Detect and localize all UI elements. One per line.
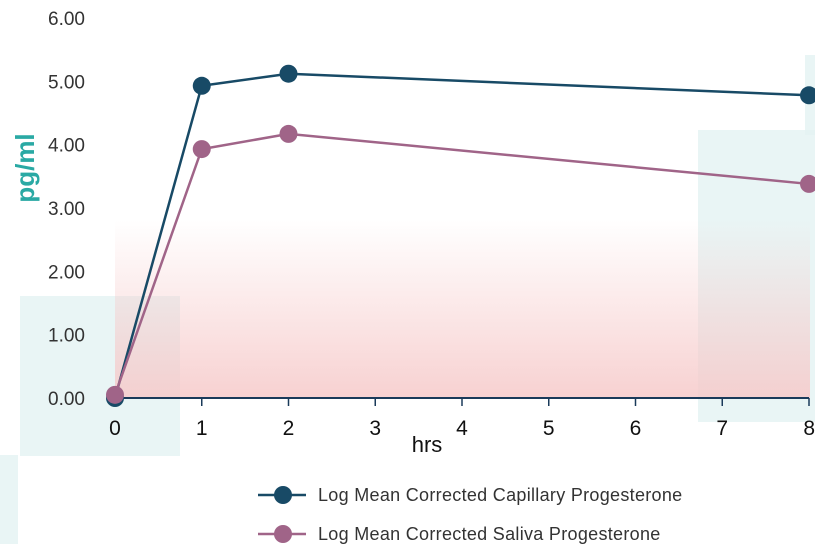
data-point [800, 174, 815, 193]
series-line [113, 132, 810, 396]
bg-gradient [115, 220, 810, 398]
x-tick-label: 2 [283, 417, 295, 440]
x-tick-label: 4 [456, 417, 468, 440]
y-tick-label: 5.00 [48, 72, 85, 93]
y-tick-label: 2.00 [48, 262, 85, 283]
data-point [279, 64, 298, 83]
series-layer [106, 64, 815, 407]
legend-label: Log Mean Corrected Saliva Progesterone [318, 524, 661, 544]
series-saliva [106, 124, 815, 404]
legend-entry: Log Mean Corrected Saliva Progesterone [258, 524, 661, 544]
y-tick-label: 3.00 [48, 199, 85, 220]
legend-entry: Log Mean Corrected Capillary Progesteron… [258, 485, 683, 505]
y-tick-label: 1.00 [48, 326, 85, 347]
series-line [113, 72, 810, 399]
legend-label: Log Mean Corrected Capillary Progesteron… [318, 485, 683, 505]
background-decoration [0, 55, 815, 544]
x-axis-title: hrs [412, 432, 443, 457]
x-tick-label: 7 [716, 417, 728, 440]
data-point [192, 140, 211, 159]
x-tick-label: 6 [630, 417, 642, 440]
y-tick-label: 4.00 [48, 136, 85, 157]
data-point [279, 124, 298, 143]
data-point [192, 76, 211, 95]
y-tick-label: 0.00 [48, 389, 85, 410]
y-axis-title: pg/ml [10, 133, 40, 202]
bg-strip-left [0, 455, 18, 544]
x-tick-label: 0 [109, 417, 121, 440]
legend-marker [274, 525, 292, 543]
axes: 0.00 1.00 2.00 3.00 4.00 5.00 6.00 0 1 2 3 4 5 6 7 8 hrs… [10, 9, 815, 457]
x-tick-label: 3 [369, 417, 381, 440]
legend: Log Mean Corrected Capillary Progesteron… [258, 485, 683, 544]
x-tick-label: 8 [803, 417, 815, 440]
x-tick-label: 1 [196, 417, 208, 440]
data-point [106, 385, 124, 404]
data-point [800, 86, 815, 105]
x-tick-label: 5 [543, 417, 555, 440]
legend-marker [274, 486, 292, 504]
y-tick-label: 6.00 [48, 9, 85, 30]
